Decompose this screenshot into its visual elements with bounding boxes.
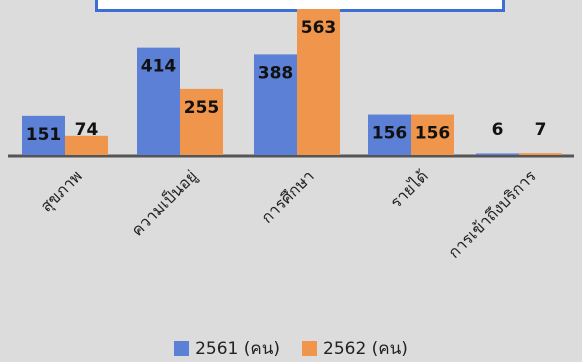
data-label-series-1-cat-3: 388 — [258, 63, 294, 83]
category-label-4: รายได้ — [386, 166, 432, 212]
category-label-2: ความเป็นอยู่ — [127, 166, 202, 241]
data-label-series-2-cat-1: 74 — [75, 120, 99, 140]
bar-series-2-cat-5 — [519, 153, 562, 155]
category-label-1: สุขภาพ — [36, 166, 86, 216]
data-label-series-1-cat-2: 414 — [141, 57, 177, 77]
bar-series-1-cat-2 — [137, 47, 180, 155]
bar-series-1-cat-5 — [476, 153, 519, 155]
legend-item-series-2: 2562 (คน) — [302, 335, 408, 362]
bar-series-2-cat-1 — [65, 135, 108, 155]
data-label-series-2-cat-2: 255 — [184, 98, 220, 118]
data-label-series-2-cat-3: 563 — [301, 18, 337, 38]
data-label-series-2-cat-5: 7 — [535, 120, 547, 140]
bar-series-1-cat-1 — [22, 115, 65, 155]
legend-label-series-2: 2562 (คน) — [323, 338, 408, 359]
data-label-series-1-cat-1: 151 — [26, 125, 62, 145]
category-label-5: การเข้าถึงบริการ — [444, 166, 540, 262]
bar-series-1-cat-3 — [254, 54, 297, 155]
legend: 2561 (คน) 2562 (คน) — [0, 338, 582, 359]
legend-item-series-1: 2561 (คน) — [174, 335, 280, 362]
legend-label-series-1: 2561 (คน) — [195, 338, 280, 359]
legend-swatch-series-1 — [174, 340, 190, 356]
bar-series-2-cat-4 — [411, 114, 454, 155]
legend-swatch-series-2 — [302, 340, 317, 356]
data-label-series-1-cat-4: 156 — [372, 124, 408, 144]
bar-series-2-cat-2 — [180, 88, 223, 155]
bar-series-2-cat-3 — [297, 9, 340, 155]
bar-series-1-cat-4 — [368, 114, 411, 155]
data-label-series-2-cat-4: 156 — [415, 124, 451, 144]
data-label-series-1-cat-5: 6 — [492, 120, 504, 140]
category-label-3: การศึกษา — [257, 166, 318, 227]
